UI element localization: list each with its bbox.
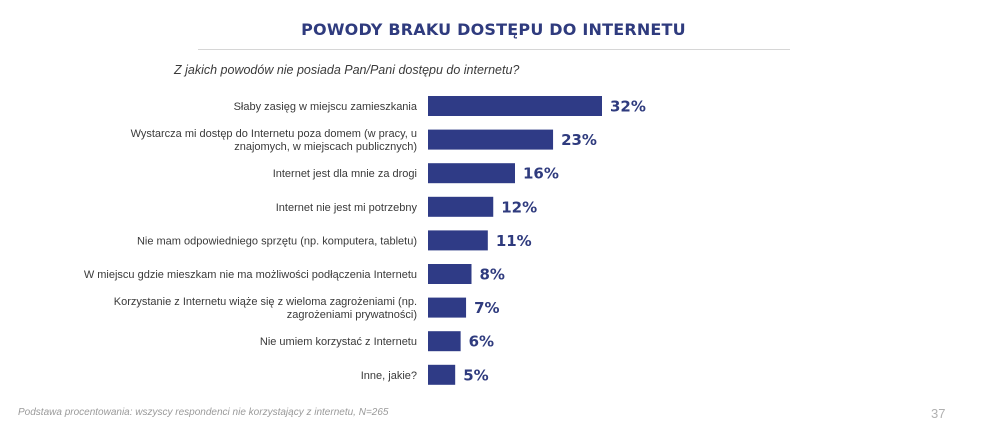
- bar-group: 6% Nie umiem korzystać z Internetu: [260, 331, 494, 352]
- category-label: Inne, jakie?: [361, 370, 417, 382]
- bar: [428, 196, 494, 217]
- category-label-line: Nie umiem korzystać z Internetu: [260, 336, 417, 348]
- category-label: W miejscu gdzie mieszkam nie ma możliwoś…: [84, 269, 417, 281]
- bar: [428, 331, 461, 352]
- bar-value-label: 6%: [469, 333, 494, 351]
- bar-value-label: 7%: [474, 299, 499, 317]
- category-label: Korzystanie z Internetu wiąże się z wiel…: [114, 296, 417, 321]
- survey-question: Z jakich powodów nie posiada Pan/Pani do…: [174, 63, 520, 77]
- bar-group: 23% Wystarcza mi dostęp do Internetu poza…: [131, 128, 597, 153]
- category-label-line: W miejscu gdzie mieszkam nie ma możliwoś…: [84, 269, 417, 281]
- bar-group: 16% Internet jest dla mnie za drogi: [273, 163, 559, 184]
- category-label-line: Korzystanie z Internetu wiąże się z wiel…: [114, 296, 417, 308]
- category-label-line: Internet jest dla mnie za drogi: [273, 168, 417, 180]
- category-label: Internet nie jest mi potrzebny: [276, 202, 418, 214]
- bar: [428, 264, 472, 284]
- bar: [428, 163, 515, 184]
- bar-group: 11% Nie mam odpowiedniego sprzętu (np. ko…: [137, 230, 532, 251]
- bar-group: 5% Inne, jakie?: [361, 364, 489, 385]
- category-label-line: znajomych, w miejscach publicznych): [234, 141, 417, 153]
- bar-group: 7% Korzystanie z Internetu wiąże się z wi…: [114, 296, 500, 321]
- category-label: Nie umiem korzystać z Internetu: [260, 336, 417, 348]
- bar: [428, 129, 554, 150]
- category-label-line: zagrożeniami prywatności): [287, 309, 417, 321]
- bar: [428, 96, 602, 116]
- bar: [428, 297, 467, 318]
- bar-group: 8% W miejscu gdzie mieszkam nie ma możliw…: [84, 264, 505, 284]
- category-label-line: Nie mam odpowiedniego sprzętu (np. kompu…: [137, 235, 417, 247]
- bar: [428, 230, 488, 251]
- bar-value-label: 5%: [463, 366, 488, 384]
- category-label: Słaby zasięg w miejscu zamieszkania: [234, 101, 418, 113]
- category-label-line: Wystarcza mi dostęp do Internetu poza do…: [131, 128, 417, 140]
- bar-value-label: 23%: [561, 131, 597, 149]
- page-number: 37: [931, 406, 946, 421]
- category-label-line: Słaby zasięg w miejscu zamieszkania: [234, 101, 418, 113]
- category-label-line: Inne, jakie?: [361, 370, 417, 382]
- bar-value-label: 11%: [496, 232, 532, 250]
- category-label: Internet jest dla mnie za drogi: [273, 168, 417, 180]
- bar-value-label: 8%: [480, 266, 505, 284]
- category-label: Wystarcza mi dostęp do Internetu poza do…: [131, 128, 417, 153]
- bar: [428, 364, 456, 385]
- bar-value-label: 16%: [523, 165, 559, 183]
- bar-group: 12% Internet nie jest mi potrzebny: [276, 196, 537, 217]
- chart-title: POWODY BRAKU DOSTĘPU DO INTERNETU: [301, 20, 686, 39]
- bar-value-label: 32%: [610, 98, 646, 116]
- category-label-line: Internet nie jest mi potrzebny: [276, 202, 418, 214]
- bar-value-label: 12%: [501, 198, 537, 216]
- category-label: Nie mam odpowiedniego sprzętu (np. kompu…: [137, 235, 417, 247]
- bar-group: 32% Słaby zasięg w miejscu zamieszkania: [234, 96, 646, 116]
- title-divider: [198, 49, 790, 50]
- footnote: Podstawa procentowania: wszyscy responde…: [18, 407, 389, 418]
